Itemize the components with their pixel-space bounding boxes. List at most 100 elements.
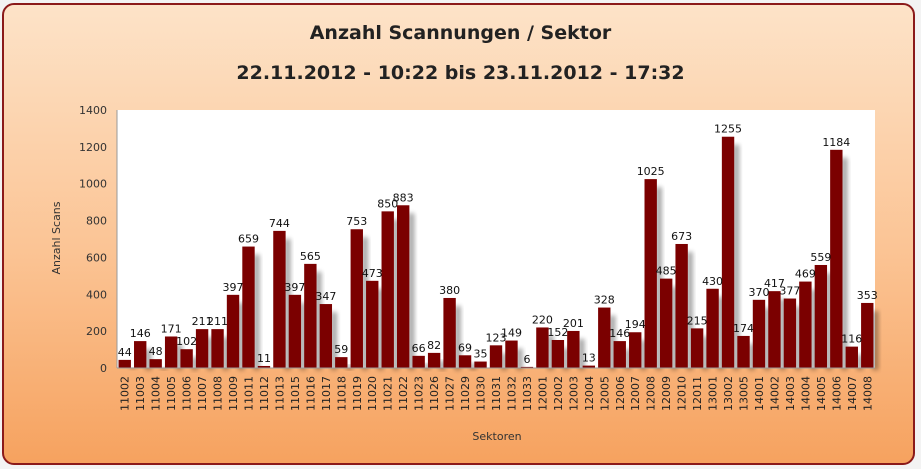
bar-12002[interactable] xyxy=(551,339,565,368)
bar-13001[interactable] xyxy=(706,288,719,368)
bar-11032[interactable] xyxy=(505,340,518,368)
x-tick-label: 13001 xyxy=(707,376,720,411)
data-label: 13 xyxy=(582,352,596,365)
bar-shadow xyxy=(284,238,291,370)
bar-11033[interactable] xyxy=(520,366,534,368)
bar-12010[interactable] xyxy=(675,243,688,368)
data-label: 353 xyxy=(857,289,878,302)
x-tick-label: 11029 xyxy=(459,376,472,411)
bar-14004[interactable] xyxy=(799,281,812,368)
bar-11005[interactable] xyxy=(164,336,178,368)
data-label: 35 xyxy=(474,348,488,361)
x-tick-label: 12001 xyxy=(536,376,549,411)
bar-11019[interactable] xyxy=(350,229,363,368)
bar-11026[interactable] xyxy=(427,352,441,368)
data-label: 116 xyxy=(841,333,862,346)
bar-shadow xyxy=(826,272,833,370)
bar-shadow xyxy=(856,354,863,370)
data-label: 1255 xyxy=(714,123,742,136)
data-label: 659 xyxy=(238,233,259,246)
bar-11021[interactable] xyxy=(381,211,394,368)
bar-14002[interactable] xyxy=(768,291,781,368)
bar-11012[interactable] xyxy=(257,365,271,368)
x-tick-label: 11012 xyxy=(258,376,271,411)
bar-14005[interactable] xyxy=(814,264,828,368)
bar-shadow xyxy=(222,337,229,370)
bar-11004[interactable] xyxy=(149,359,162,368)
bar-11002[interactable] xyxy=(118,359,131,368)
bar-14007[interactable] xyxy=(845,346,858,368)
x-tick-label: 13002 xyxy=(722,376,735,411)
x-tick-label: 11031 xyxy=(490,376,503,411)
bar-11008[interactable] xyxy=(211,329,224,368)
x-axis-label: Sektoren xyxy=(472,430,521,443)
bar-shadow xyxy=(779,299,786,370)
x-tick-label: 12008 xyxy=(645,376,658,411)
data-label: 152 xyxy=(547,326,568,339)
bar-11003[interactable] xyxy=(134,341,147,368)
bar-12011[interactable] xyxy=(690,328,704,368)
x-tick-label: 14008 xyxy=(861,376,874,411)
bar-12009[interactable] xyxy=(659,278,673,368)
bar-shadow xyxy=(207,337,214,370)
bar-shadow xyxy=(361,237,368,370)
bar-14001[interactable] xyxy=(752,299,766,368)
bar-11007[interactable] xyxy=(195,329,209,368)
bar-14003[interactable] xyxy=(783,298,797,368)
bar-shadow xyxy=(764,307,771,370)
bar-11031[interactable] xyxy=(489,345,503,368)
bar-12006[interactable] xyxy=(613,341,626,368)
bar-11017[interactable] xyxy=(319,304,333,368)
bar-11027[interactable] xyxy=(443,297,456,368)
bar-14008[interactable] xyxy=(861,302,874,368)
x-tick-label: 11021 xyxy=(382,376,395,411)
bar-shadow xyxy=(408,213,415,370)
bar-11015[interactable] xyxy=(288,294,302,368)
bar-shadow xyxy=(624,349,631,370)
bar-11020[interactable] xyxy=(366,280,379,368)
bar-11016[interactable] xyxy=(304,263,317,368)
x-tick-label: 14004 xyxy=(799,376,812,411)
bar-11011[interactable] xyxy=(242,246,255,368)
data-label: 883 xyxy=(393,191,414,204)
data-label: 146 xyxy=(130,327,151,340)
bar-12005[interactable] xyxy=(598,307,611,368)
bar-11030[interactable] xyxy=(474,361,487,368)
data-label: 753 xyxy=(346,215,367,228)
bar-shadow xyxy=(176,344,183,370)
bar-shadow xyxy=(717,296,724,370)
data-label: 417 xyxy=(764,277,785,290)
data-label: 69 xyxy=(458,341,472,354)
bar-12008[interactable] xyxy=(644,179,657,368)
data-label: 370 xyxy=(748,286,769,299)
x-tick-label: 12009 xyxy=(660,376,673,411)
bar-13005[interactable] xyxy=(737,335,750,368)
bar-11006[interactable] xyxy=(180,349,193,368)
chart-subtitle: 22.11.2012 - 10:22 bis 23.11.2012 - 17:3… xyxy=(236,62,685,84)
bar-11018[interactable] xyxy=(335,357,348,368)
bar-11013[interactable] xyxy=(273,230,286,368)
bar-14006[interactable] xyxy=(830,149,843,368)
y-tick-label: 400 xyxy=(86,288,107,301)
bar-11009[interactable] xyxy=(226,294,240,368)
bar-11022[interactable] xyxy=(396,205,410,368)
data-label: 1184 xyxy=(822,136,850,149)
bar-12004[interactable] xyxy=(582,365,596,368)
x-tick-label: 11004 xyxy=(150,376,163,411)
data-label: 559 xyxy=(810,251,831,264)
bar-11023[interactable] xyxy=(412,355,425,368)
x-tick-label: 11017 xyxy=(320,376,333,411)
x-tick-label: 12010 xyxy=(676,376,689,411)
bar-12001[interactable] xyxy=(536,327,549,368)
y-tick-label: 1000 xyxy=(79,178,107,191)
x-tick-label: 12002 xyxy=(552,376,565,411)
bar-shadow xyxy=(810,289,817,370)
bar-11029[interactable] xyxy=(458,355,472,368)
bar-13002[interactable] xyxy=(721,136,735,368)
bar-12007[interactable] xyxy=(629,332,642,368)
bar-12003[interactable] xyxy=(567,330,580,368)
x-tick-label: 11016 xyxy=(304,376,317,411)
bar-shadow xyxy=(454,305,461,370)
data-label: 201 xyxy=(563,317,584,330)
